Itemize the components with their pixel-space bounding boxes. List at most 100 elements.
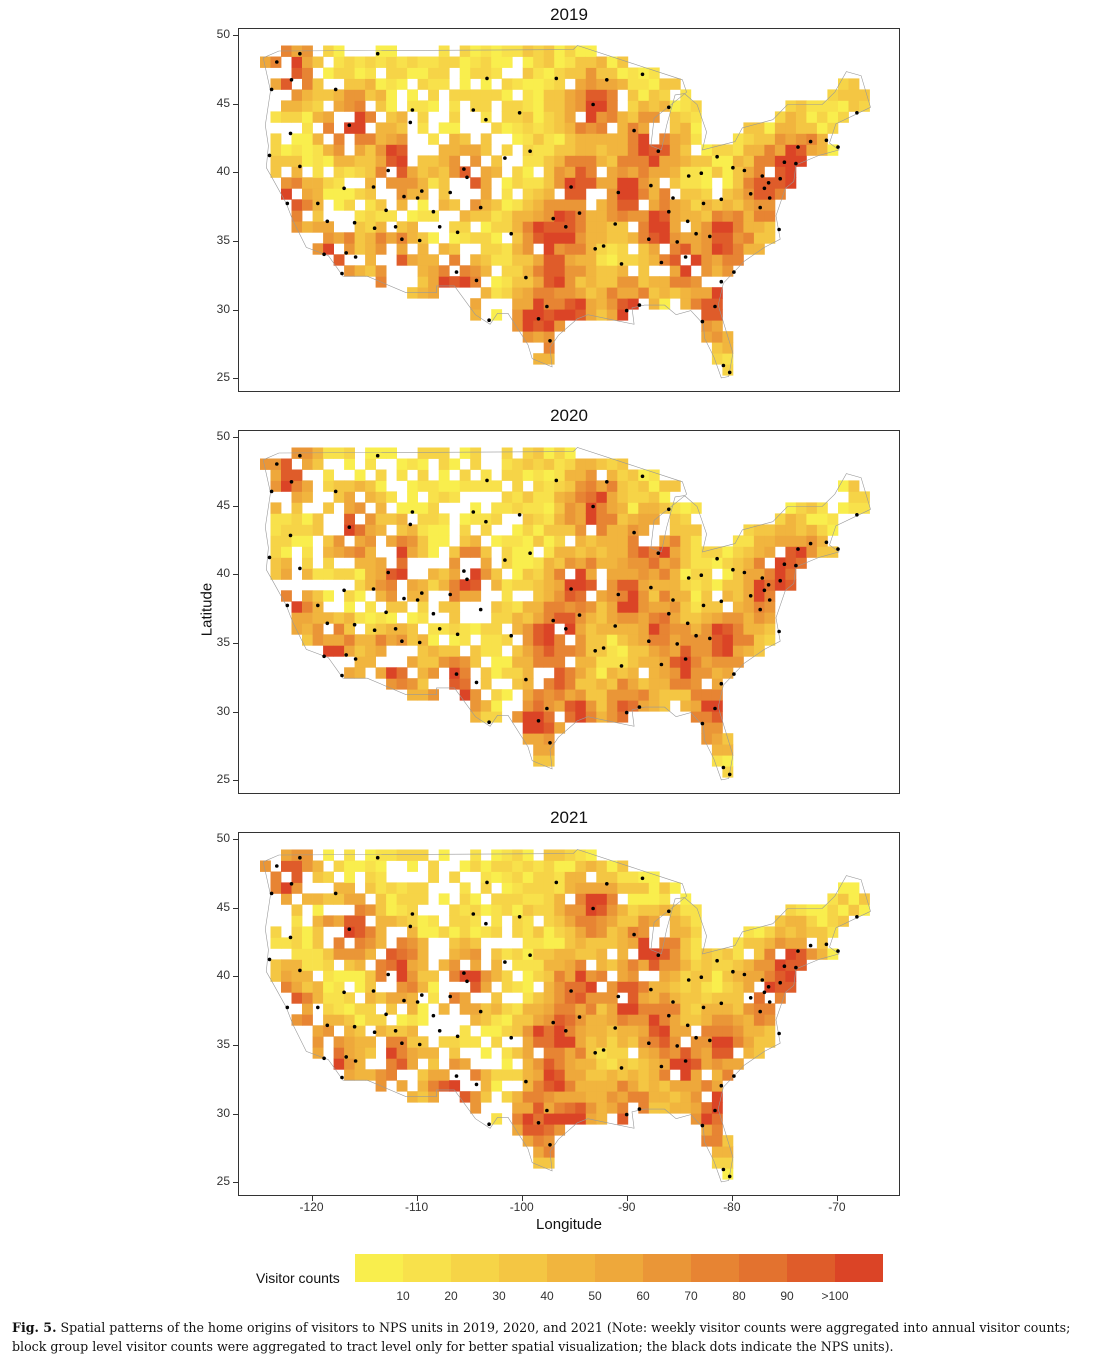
- tract-cell: [701, 155, 713, 167]
- tract-cell: [354, 524, 366, 536]
- tract-cell: [680, 959, 692, 971]
- tract-cell: [396, 915, 408, 927]
- nps-unit-dot: [824, 942, 829, 947]
- tract-cell: [827, 904, 839, 916]
- tract-cell: [617, 513, 629, 525]
- tract-cell: [512, 926, 524, 938]
- tract-cell: [522, 871, 534, 883]
- tract-cell: [501, 1069, 513, 1081]
- tract-cell: [428, 579, 439, 591]
- tract-cell: [312, 992, 324, 1004]
- tract-cell: [365, 447, 376, 459]
- tract-cell: [543, 645, 555, 657]
- tract-cell: [711, 678, 723, 690]
- tract-cell: [722, 992, 734, 1004]
- tract-cell: [617, 656, 629, 668]
- tract-cell: [396, 546, 408, 558]
- tract-cell: [449, 645, 461, 657]
- tract-cell: [375, 56, 387, 68]
- tract-cell: [501, 78, 513, 90]
- tract-cell: [680, 970, 692, 982]
- nps-unit-dot: [371, 185, 376, 189]
- nps-unit-dot: [503, 960, 507, 964]
- tract-cell: [491, 700, 503, 712]
- tract-cell: [501, 1014, 513, 1026]
- tract-cell: [564, 1025, 576, 1037]
- nps-unit-dot: [517, 513, 522, 517]
- tract-cell: [585, 89, 597, 101]
- tract-cell: [638, 1036, 650, 1048]
- tract-cell: [491, 122, 503, 134]
- tract-cell: [627, 601, 639, 613]
- tract-cell: [333, 1036, 345, 1048]
- tract-cell: [522, 557, 534, 569]
- tract-cell: [701, 579, 713, 591]
- tract-cell: [659, 904, 671, 916]
- tract-cell: [480, 645, 492, 657]
- tract-cell: [659, 1069, 671, 1081]
- tract-cell: [522, 166, 534, 178]
- tract-cell: [669, 535, 681, 547]
- tract-cell: [606, 100, 618, 112]
- tract-cell: [648, 1036, 660, 1048]
- tract-cell: [533, 689, 545, 701]
- tract-cell: [449, 111, 461, 123]
- tract-cell: [648, 623, 660, 635]
- tract-cell: [795, 546, 807, 558]
- tract-cell: [428, 623, 439, 635]
- tract-cell: [701, 1124, 713, 1136]
- tract-cell: [533, 513, 545, 525]
- tract-cell: [564, 287, 576, 299]
- tract-cell: [459, 1058, 471, 1070]
- tract-cell: [533, 331, 545, 343]
- nps-unit-dot: [632, 932, 636, 937]
- tract-cell: [333, 1058, 345, 1070]
- tract-cell: [522, 579, 534, 591]
- tract-cell: [333, 546, 345, 558]
- tract-cell: [648, 1003, 660, 1015]
- tract-cell: [596, 232, 608, 244]
- tract-cell: [732, 970, 744, 982]
- tract-cell: [575, 689, 587, 701]
- nps-unit-dot: [640, 876, 645, 881]
- tract-cell: [302, 860, 313, 872]
- tract-cell: [438, 144, 450, 156]
- y-tick-mark: [233, 309, 238, 311]
- tract-cell: [669, 992, 681, 1004]
- tract-cell: [617, 1080, 629, 1092]
- tract-cell: [743, 568, 755, 580]
- tract-cell: [554, 320, 566, 332]
- tract-cell: [596, 513, 608, 525]
- tract-cell: [711, 221, 723, 233]
- tract-cell: [354, 100, 366, 112]
- tract-cell: [365, 926, 376, 938]
- tract-cell: [417, 882, 429, 894]
- tract-cell: [491, 634, 503, 646]
- tract-cell: [543, 904, 555, 916]
- tract-cell: [501, 1091, 513, 1103]
- y-tick-label: 45: [216, 899, 230, 914]
- tract-cell: [522, 904, 534, 916]
- tract-cell: [459, 893, 471, 905]
- nps-unit-dot: [685, 1023, 690, 1028]
- tract-cell: [270, 78, 282, 90]
- tract-cell: [428, 1080, 439, 1092]
- tract-cell: [575, 122, 587, 134]
- tract-cell: [827, 89, 839, 101]
- tract-cell: [638, 1014, 650, 1026]
- tract-cell: [606, 937, 618, 949]
- tract-cell: [596, 667, 608, 679]
- tract-cell: [806, 513, 818, 525]
- tract-cell: [449, 546, 461, 558]
- nps-unit-dot: [855, 111, 859, 115]
- nps-unit-dot: [715, 556, 719, 561]
- tract-cell: [543, 755, 555, 767]
- tract-cell: [606, 491, 618, 503]
- tract-cell: [606, 265, 618, 277]
- tract-cell: [564, 1080, 576, 1092]
- tract-cell: [627, 970, 639, 982]
- tract-cell: [722, 144, 734, 156]
- tract-cell: [501, 502, 513, 514]
- tract-cell: [302, 45, 313, 57]
- nps-unit-dot: [386, 168, 390, 173]
